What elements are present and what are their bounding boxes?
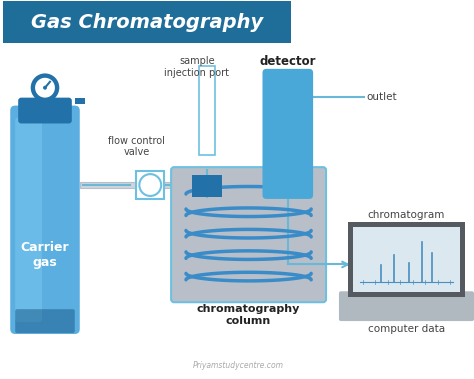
Circle shape xyxy=(139,174,161,196)
Text: detector: detector xyxy=(260,55,316,68)
FancyBboxPatch shape xyxy=(15,117,42,322)
Bar xyxy=(204,170,210,185)
Bar xyxy=(192,175,222,197)
Bar xyxy=(199,66,215,155)
FancyBboxPatch shape xyxy=(339,291,474,321)
Circle shape xyxy=(35,78,55,98)
Text: Priyamstudycentre.com: Priyamstudycentre.com xyxy=(193,361,284,370)
Text: Gas Chromatography: Gas Chromatography xyxy=(31,13,264,32)
Text: outlet: outlet xyxy=(367,92,397,102)
Text: computer data: computer data xyxy=(368,324,445,334)
Text: flow control
valve: flow control valve xyxy=(108,136,165,157)
Text: Carrier
gas: Carrier gas xyxy=(21,241,69,269)
Circle shape xyxy=(32,75,58,100)
Bar xyxy=(348,222,465,297)
FancyBboxPatch shape xyxy=(263,69,313,199)
Bar xyxy=(3,1,292,43)
FancyBboxPatch shape xyxy=(18,98,72,124)
Bar xyxy=(351,277,462,294)
Bar xyxy=(80,182,224,188)
Bar xyxy=(137,171,164,199)
Text: chromatogram: chromatogram xyxy=(368,210,445,220)
Bar xyxy=(353,227,460,292)
Text: sample
injection port: sample injection port xyxy=(164,56,229,78)
Bar xyxy=(75,98,85,103)
Text: chromatography
column: chromatography column xyxy=(197,304,300,326)
FancyBboxPatch shape xyxy=(10,106,80,334)
FancyBboxPatch shape xyxy=(171,167,326,302)
FancyBboxPatch shape xyxy=(15,309,75,333)
Circle shape xyxy=(43,86,47,90)
